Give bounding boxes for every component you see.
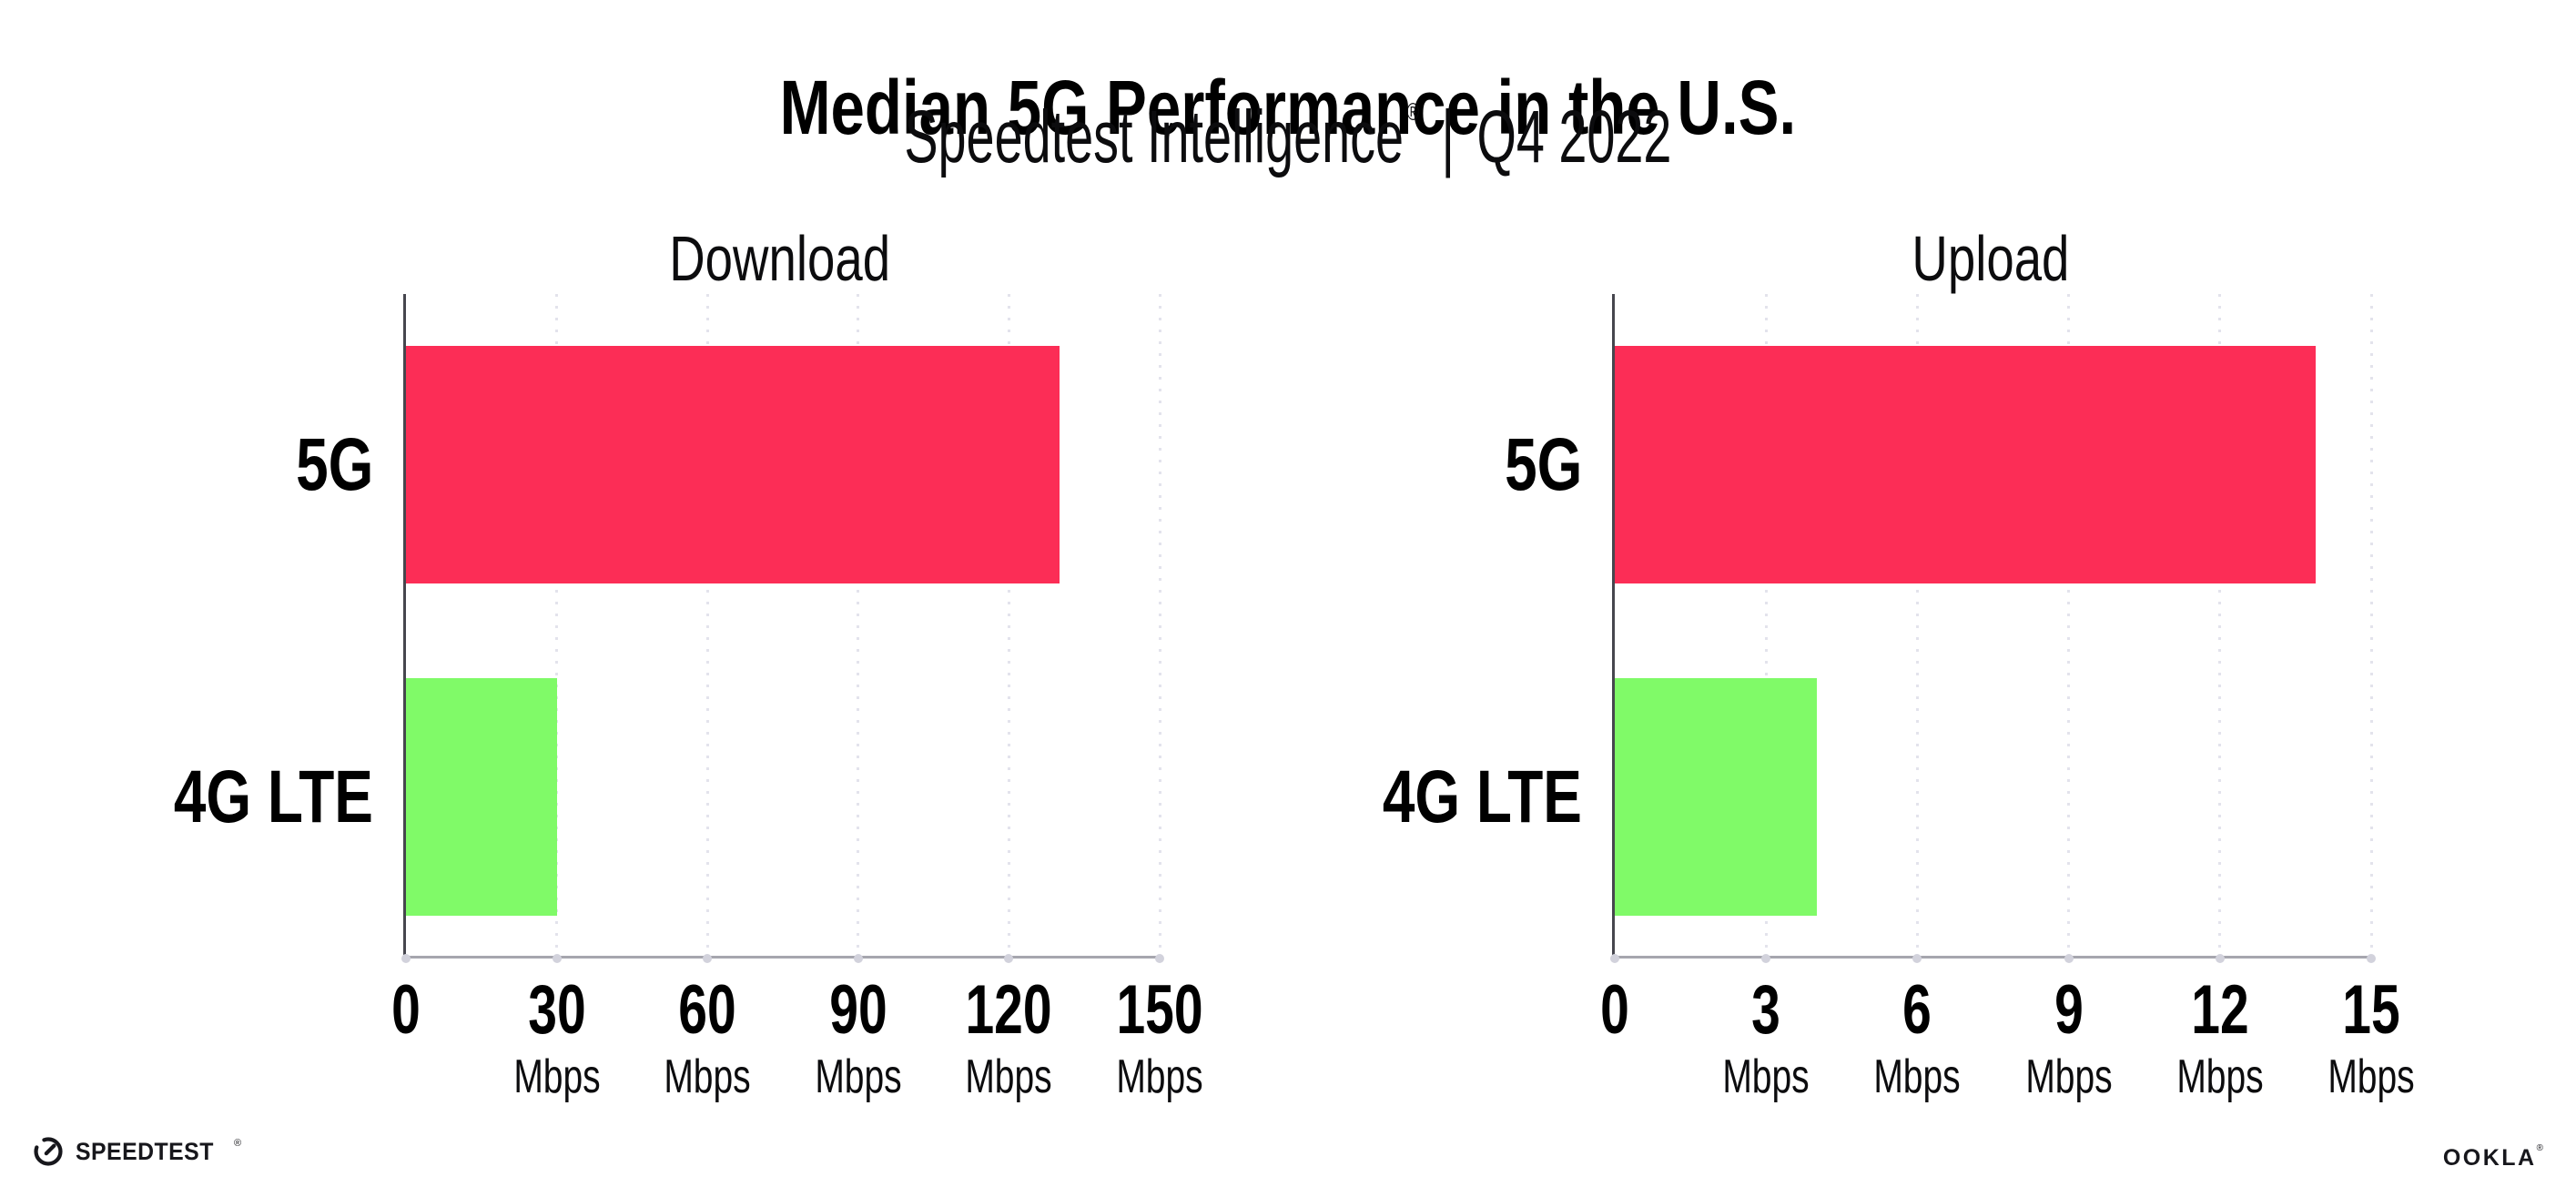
x-tick-90: 90 Mbps [800,976,916,1101]
axis-intersection-dot [2064,954,2074,963]
bar-4g-lte [1615,677,1817,917]
x-tick-value: 3 [1751,971,1781,1049]
x-tick-120: 120 Mbps [951,976,1067,1101]
x-tick-0: 0 [1596,976,1634,1045]
category-label-text: 4G LTE [1382,755,1582,838]
x-tick-value: 0 [1600,971,1629,1049]
x-tick-unit: Mbps [2176,1050,2264,1103]
x-tick-unit: Mbps [815,1050,902,1103]
x-tick-9: 9 Mbps [2011,976,2126,1101]
ookla-registered-icon: ® [2536,1143,2543,1153]
x-tick-value: 120 [965,971,1052,1049]
x-tick-3: 3 Mbps [1709,976,1824,1101]
gridline-60 [705,294,709,956]
speedtest-logo: SPEEDTEST ® [33,1136,245,1167]
axis-intersection-dot [853,954,863,963]
category-label-text: 5G [1504,422,1582,506]
gridline-120 [1007,294,1010,956]
x-tick-60: 60 Mbps [650,976,766,1101]
speedtest-wordmark: SPEEDTEST [76,1137,214,1165]
gridline-9 [2067,294,2071,956]
category-label-4g-lte: 4G LTE [117,755,373,840]
category-label-4g-lte: 4G LTE [1326,755,1582,840]
x-tick-150: 150 Mbps [1101,976,1217,1101]
category-label-5g: 5G [1483,422,1582,508]
x-tick-12: 12 Mbps [2162,976,2277,1101]
x-tick-value: 12 [2191,971,2249,1049]
category-label-5g: 5G [274,422,373,508]
x-tick-value: 6 [1902,971,1932,1049]
bar-5g [1615,345,2317,584]
bar-4g-lte [406,677,557,917]
x-tick-unit: Mbps [512,1050,601,1103]
ookla-logo: OOKLA ® [2442,1143,2543,1172]
x-tick-value: 150 [1116,971,1203,1049]
download-plot-area: 0 30 Mbps 60 Mbps 90 Mbps 120 Mbps 150 Mbps 5G 4G LT… [174,294,1203,1101]
page-subtitle: Speedtest Intelligence ® | Q4 2022 [0,95,2576,180]
axis-intersection-dot [2215,954,2225,963]
page-title: Median 5G Performance in the U.S. [779,65,1797,151]
axis-intersection-dot [2367,954,2376,963]
x-tick-unit: Mbps [1873,1050,1962,1103]
gridline-90 [857,294,860,956]
x-tick-value: 9 [2054,971,2084,1049]
upload-chart-title: Upload [1911,223,2070,294]
x-tick-value: 30 [527,971,586,1049]
subtitle-brand: Speedtest Intelligence [904,96,1405,178]
axis-intersection-dot [1912,954,1922,963]
x-tick-0: 0 [387,976,425,1045]
x-tick-value: 15 [2342,971,2400,1049]
x-tick-30: 30 Mbps [499,976,614,1101]
axis-intersection-dot [1761,954,1771,963]
registered-trademark-icon: ® [1406,98,1420,126]
download-chart-title: Download [669,223,891,294]
x-tick-15: 15 Mbps [2313,976,2429,1101]
gridline-3 [1764,294,1768,956]
category-label-text: 4G LTE [173,755,373,838]
subtitle-separator: | [1441,96,1455,178]
axis-intersection-dot [703,954,713,963]
x-tick-unit: Mbps [2328,1050,2415,1103]
axis-intersection-dot [1155,954,1164,963]
speedtest-gauge-icon [34,1137,63,1166]
gridline-12 [2218,294,2222,956]
upload-plot-area: 0 3 Mbps 6 Mbps 9 Mbps 12 Mbps 15 Mbps 5G 4G LTE [1383,294,2415,1101]
axis-intersection-dot [552,954,562,963]
axis-intersection-dot [1610,954,1619,963]
gridline-30 [555,294,559,956]
axis-intersection-dot [401,954,411,963]
x-tick-unit: Mbps [664,1050,751,1103]
x-tick-unit: Mbps [2024,1050,2113,1103]
x-tick-value: 60 [678,971,736,1049]
gridline-150 [1158,294,1161,956]
x-tick-value: 0 [391,971,421,1049]
gridline-6 [1915,294,1919,956]
subtitle-quarter: Q4 2022 [1476,96,1672,178]
x-tick-unit: Mbps [1116,1050,1203,1103]
ookla-wordmark: OOKLA [2442,1145,2537,1171]
axis-intersection-dot [1004,954,1014,963]
category-label-text: 5G [295,422,373,506]
x-tick-unit: Mbps [1722,1050,1810,1103]
x-tick-6: 6 Mbps [1860,976,1975,1101]
x-tick-unit: Mbps [965,1050,1053,1103]
speedtest-registered-icon: ® [234,1138,242,1149]
gridline-15 [2369,294,2373,956]
x-tick-value: 90 [829,971,887,1049]
bar-5g [406,345,1060,584]
